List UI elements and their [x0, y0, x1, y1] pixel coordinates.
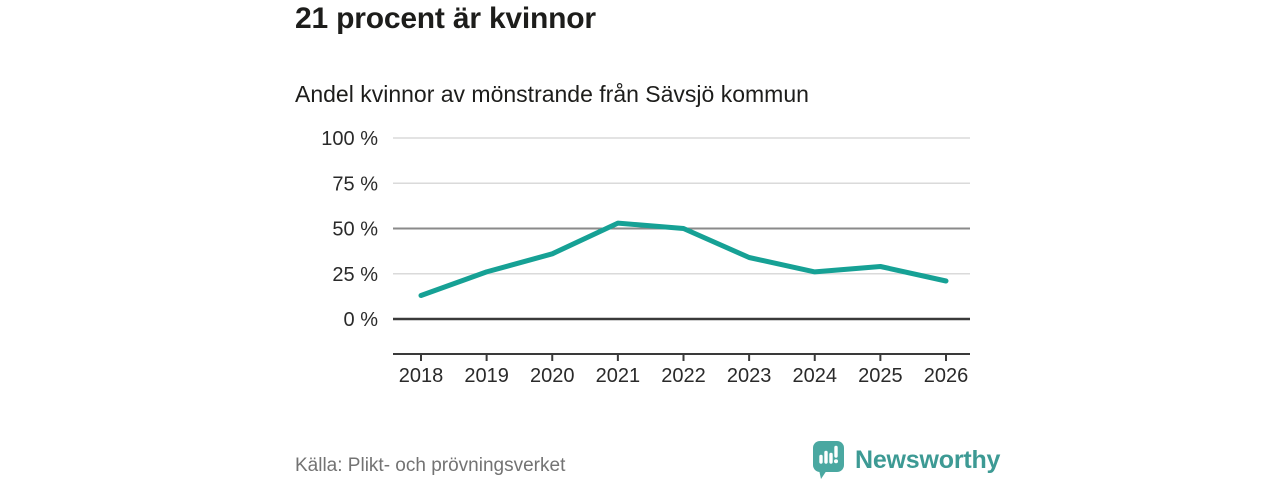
newsworthy-logo: Newsworthy	[812, 440, 1000, 480]
data-line	[418, 220, 949, 298]
y-tick-label: 50 %	[332, 219, 378, 241]
x-tick-label: 2025	[858, 365, 903, 387]
y-tick-label: 0 %	[344, 309, 379, 331]
newsworthy-wordmark: Newsworthy	[855, 445, 1001, 474]
x-tick-label: 2020	[530, 365, 575, 387]
x-tick-label: 2023	[727, 365, 772, 387]
x-tick-label: 2021	[596, 365, 641, 387]
x-tick-label: 2019	[464, 365, 509, 387]
y-tick-label: 100 %	[321, 128, 378, 150]
y-tick-label: 75 %	[332, 173, 378, 195]
newsworthy-speech-bubble-chart-icon	[813, 441, 844, 479]
x-tick-label: 2024	[793, 365, 838, 387]
x-tick-label: 2026	[924, 365, 969, 387]
x-tick-label: 2018	[399, 365, 444, 387]
chart-title: 21 procent är kvinnor	[295, 2, 596, 35]
source-attribution: Källa: Plikt- och prövningsverket	[295, 455, 566, 476]
y-tick-label: 25 %	[332, 264, 378, 286]
x-tick-label: 2022	[661, 365, 706, 387]
chart-subtitle: Andel kvinnor av mönstrande från Sävsjö …	[295, 81, 809, 107]
